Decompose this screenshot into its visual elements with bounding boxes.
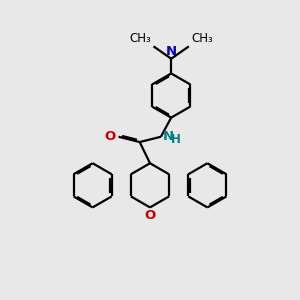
Text: N: N — [166, 44, 177, 58]
Text: N: N — [162, 130, 173, 143]
Text: O: O — [104, 130, 116, 143]
Text: H: H — [171, 133, 181, 146]
Text: O: O — [144, 209, 156, 223]
Text: CH₃: CH₃ — [191, 32, 213, 45]
Text: CH₃: CH₃ — [130, 32, 152, 45]
